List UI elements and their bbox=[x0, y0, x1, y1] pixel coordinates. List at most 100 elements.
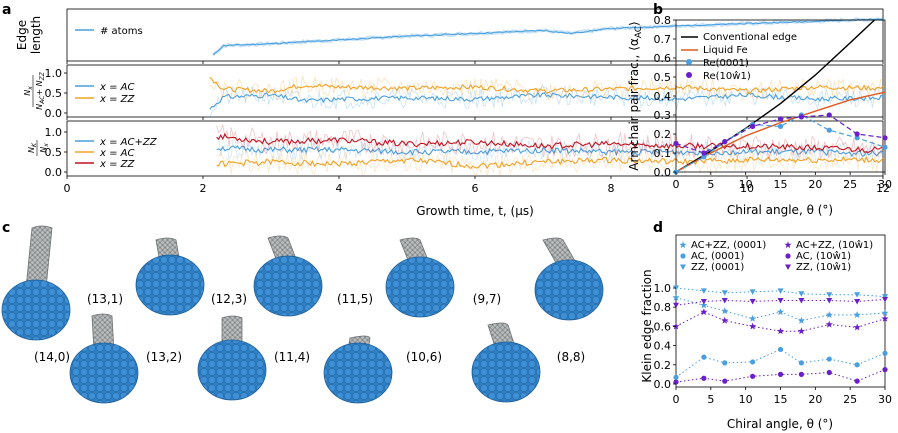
re1011-point bbox=[798, 114, 805, 120]
panel-d-legend: AC+ZZ, (0001) AC, (0001) ZZ, (0001) AC+Z… bbox=[679, 239, 873, 273]
series-bot-line-1 bbox=[216, 155, 884, 170]
d-legend-marker-1 bbox=[680, 253, 686, 259]
d-point-3 bbox=[797, 327, 805, 335]
a-bot-band-1 bbox=[216, 147, 884, 177]
legend-re0001: Re(0001) bbox=[703, 58, 749, 69]
d-point-5 bbox=[749, 298, 756, 305]
d-point-5 bbox=[854, 298, 861, 305]
panel-d-ylabel: Klein edge fraction bbox=[640, 269, 654, 382]
chirality-13-2: (13,2) bbox=[146, 350, 182, 364]
d-point-5 bbox=[777, 297, 784, 304]
re1011-point bbox=[701, 150, 707, 156]
nanotube-0 bbox=[25, 225, 53, 289]
d-point-0 bbox=[749, 314, 757, 322]
d-point-0 bbox=[672, 293, 680, 301]
a-mid-band-1 bbox=[209, 75, 884, 102]
b-ytick-0.2: 0.2 bbox=[654, 128, 672, 141]
d-point-5 bbox=[673, 302, 679, 309]
b-ytick-0.0: 0.0 bbox=[654, 166, 672, 179]
re1011-point bbox=[854, 131, 860, 137]
a-mid-ytick-0.5: 0.5 bbox=[45, 87, 63, 100]
nanotube-cluster-4 bbox=[253, 235, 323, 317]
d-xtick-30: 30 bbox=[878, 393, 892, 406]
panel-b-xlabel: Chiral angle, θ (°) bbox=[727, 203, 833, 217]
a-xtick-8: 8 bbox=[608, 182, 615, 195]
b-xtick-25: 25 bbox=[843, 178, 857, 191]
d-point-0 bbox=[853, 311, 861, 318]
series-atoms-line bbox=[212, 18, 884, 56]
d-point-4 bbox=[826, 369, 832, 376]
d-point-5 bbox=[700, 298, 707, 305]
b-xtick-30: 30 bbox=[878, 178, 892, 191]
b-ytick-0.5: 0.5 bbox=[654, 71, 672, 84]
d-point-4 bbox=[882, 367, 888, 373]
d-point-1 bbox=[777, 346, 784, 353]
d-point-3 bbox=[776, 327, 785, 335]
nanotube-cluster-5 bbox=[323, 335, 393, 404]
legend-d-2: ZZ, (0001) bbox=[691, 262, 744, 273]
b-ytick-0.4: 0.4 bbox=[654, 90, 672, 103]
d-point-0 bbox=[881, 309, 889, 316]
d-point-3 bbox=[700, 308, 708, 316]
legend-re1011: Re(10ŵ1) bbox=[703, 70, 751, 82]
d-point-5 bbox=[798, 297, 805, 304]
a-xtick-0: 0 bbox=[64, 182, 71, 195]
a-bot-ytick-0.5: 0.5 bbox=[45, 146, 63, 159]
re1011-point bbox=[777, 116, 784, 122]
nanotube-cluster-2 bbox=[135, 237, 205, 316]
nanotube-cluster-3 bbox=[197, 315, 267, 401]
d-point-3 bbox=[881, 314, 889, 322]
re1011-point bbox=[673, 140, 679, 147]
a-xtick-2: 2 bbox=[200, 182, 207, 195]
d-xtick-25: 25 bbox=[843, 393, 857, 406]
d-point-4 bbox=[854, 378, 860, 384]
b-xtick-0: 0 bbox=[673, 178, 680, 191]
d-point-4 bbox=[750, 373, 756, 379]
d-point-5 bbox=[882, 297, 888, 303]
d-point-4 bbox=[777, 371, 784, 377]
legend-atoms: # atoms bbox=[100, 26, 143, 37]
series-mid-ac-line bbox=[209, 91, 884, 110]
re1011-point bbox=[750, 123, 756, 129]
d-point-5 bbox=[826, 297, 833, 304]
chirality-13-1: (13,1) bbox=[87, 292, 123, 306]
a-mid-ytick-1.0: 1.0 bbox=[45, 67, 63, 80]
d-point-2 bbox=[882, 294, 888, 300]
d-point-3 bbox=[721, 316, 729, 324]
d-point-0 bbox=[776, 308, 785, 316]
re1011-point bbox=[826, 112, 832, 118]
series-bot-line-0 bbox=[216, 145, 884, 158]
d-point-4 bbox=[673, 379, 679, 385]
panel-a-top-ylabel-1: Edge bbox=[15, 20, 29, 50]
a-xtick-12: 12 bbox=[876, 182, 890, 195]
panel-d-xlabel: Chiral angle, θ (°) bbox=[727, 417, 833, 431]
series-bot-line-2 bbox=[216, 132, 884, 153]
d-legend-marker-0 bbox=[679, 241, 687, 249]
catalyst-particle-6 bbox=[385, 256, 455, 318]
panel-a-xlabel: Growth time, t, (µs) bbox=[416, 204, 534, 218]
b-ytick-0.6: 0.6 bbox=[654, 52, 672, 65]
panel-c-labels: (13,1) (12,3) (11,5) (9,7) (14,0) (13,2)… bbox=[34, 292, 585, 364]
d-point-4 bbox=[798, 371, 805, 377]
re0001-point bbox=[701, 154, 707, 160]
d-xtick-10: 10 bbox=[739, 393, 753, 406]
panel-b-plot bbox=[673, 19, 888, 175]
d-ytick-0.2: 0.2 bbox=[654, 359, 672, 372]
d-point-0 bbox=[825, 311, 833, 318]
chirality-10-6: (10,6) bbox=[406, 350, 442, 364]
b-xtick-10: 10 bbox=[739, 178, 753, 191]
panel-a-top-legend: # atoms bbox=[75, 26, 143, 37]
panel-d-plot bbox=[672, 285, 889, 385]
d-point-1 bbox=[826, 356, 832, 362]
d-point-1 bbox=[701, 354, 707, 360]
b-ytick-0.1: 0.1 bbox=[654, 147, 672, 160]
d-ytick-0.0: 0.0 bbox=[654, 378, 672, 391]
a-xtick-6: 6 bbox=[472, 182, 479, 195]
d-point-0 bbox=[700, 301, 708, 309]
panel-b-ylabel: Armchair pair frac., ⟨αAC⟩ bbox=[627, 21, 644, 170]
bot-ylabel-den: Nx bbox=[39, 143, 50, 153]
legend-d-5: ZZ, (10ŵ1) bbox=[796, 261, 851, 273]
catalyst-particle-8 bbox=[534, 259, 604, 321]
panel-label-a: a bbox=[2, 2, 11, 18]
